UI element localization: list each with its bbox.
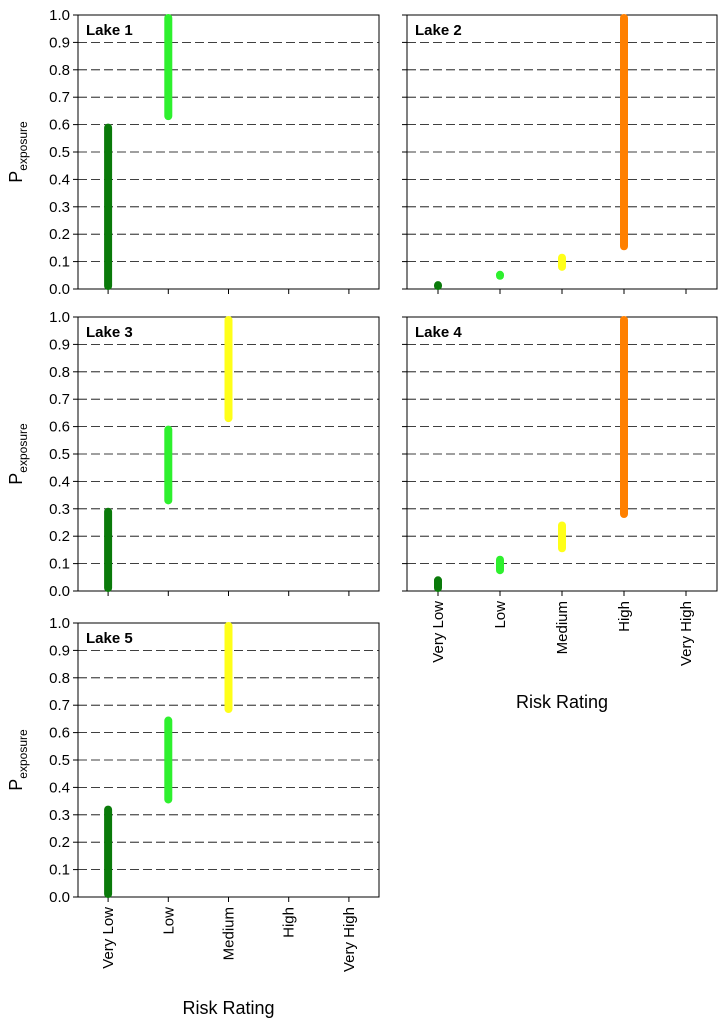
y-axis-title-main: P <box>6 473 26 485</box>
y-axis-title-sub: exposure <box>16 729 30 779</box>
y-tick-label: 0.8 <box>49 670 70 687</box>
y-axis-title-sub: exposure <box>16 121 30 171</box>
y-tick-label: 0.6 <box>49 725 70 742</box>
y-tick-label: 0.2 <box>49 226 70 243</box>
panel-title: Lake 1 <box>86 22 133 39</box>
x-axis-title: Risk Rating <box>182 998 274 1018</box>
x-category-label: Medium <box>221 907 238 960</box>
x-category-label: Low <box>492 601 509 629</box>
y-axis-title-main: P <box>6 779 26 791</box>
y-tick-label: 0.3 <box>49 199 70 216</box>
y-tick-label: 0.0 <box>49 583 70 600</box>
panel-title: Lake 4 <box>415 324 462 341</box>
y-tick-label: 0.1 <box>49 556 70 573</box>
x-category-label: Very Low <box>430 601 447 663</box>
y-tick-label: 0.9 <box>49 336 70 353</box>
y-tick-label: 0.9 <box>49 642 70 659</box>
y-tick-label: 0.1 <box>49 254 70 271</box>
y-tick-label: 0.5 <box>49 446 70 463</box>
y-tick-label: 0.5 <box>49 752 70 769</box>
y-tick-label: 0.6 <box>49 419 70 436</box>
y-tick-label: 0.1 <box>49 862 70 879</box>
x-category-label: High <box>281 907 298 938</box>
x-category-label: High <box>616 601 633 632</box>
panel-1: 0.0 0.1 0.2 0.3 0.4 0.5 0.6 0.7 0.8 0.9 1.0 Lake 1 P… <box>6 7 380 298</box>
y-axis-title-sub: exposure <box>16 423 30 473</box>
panel-2: Lake 2 <box>402 14 718 294</box>
y-tick-label: 0.6 <box>49 117 70 134</box>
y-tick-label: 0.4 <box>49 171 70 188</box>
x-category-label: Very High <box>341 907 358 972</box>
panel-3: 0.0 0.1 0.2 0.3 0.4 0.5 0.6 0.7 0.8 0.9 1.0 Lake 3 P… <box>6 309 380 600</box>
y-tick-label: 1.0 <box>49 7 70 24</box>
y-tick-label: 1.0 <box>49 615 70 632</box>
y-tick-label: 1.0 <box>49 309 70 326</box>
y-axis-title: Pexposure <box>6 423 30 485</box>
panel-title: Lake 3 <box>86 324 133 341</box>
y-tick-label: 0.8 <box>49 364 70 381</box>
panel-4: Very Low Low Medium High Very High Lake 4 Risk… <box>402 316 718 712</box>
y-tick-label: 0.7 <box>49 391 70 408</box>
y-tick-label: 0.7 <box>49 89 70 106</box>
y-tick-label: 0.4 <box>49 473 70 490</box>
y-tick-label: 0.2 <box>49 528 70 545</box>
x-category-label: Very High <box>678 601 695 666</box>
y-tick-label: 0.4 <box>49 779 70 796</box>
y-axis-title-main: P <box>6 171 26 183</box>
x-category-label: Medium <box>554 601 571 654</box>
y-tick-label: 0.3 <box>49 501 70 518</box>
y-tick-label: 0.8 <box>49 62 70 79</box>
panel-title: Lake 5 <box>86 630 133 647</box>
x-axis-title: Risk Rating <box>516 692 608 712</box>
y-axis-title: Pexposure <box>6 121 30 183</box>
y-axis-title: Pexposure <box>6 729 30 791</box>
x-category-label: Low <box>160 907 177 935</box>
y-tick-label: 0.0 <box>49 889 70 906</box>
y-tick-label: 0.2 <box>49 834 70 851</box>
y-tick-label: 0.3 <box>49 807 70 824</box>
panel-5: 0.0 0.1 0.2 0.3 0.4 0.5 0.6 0.7 0.8 0.9 1.0 Very Lo… <box>6 615 380 1018</box>
x-category-label: Very Low <box>100 907 117 969</box>
y-tick-label: 0.7 <box>49 697 70 714</box>
y-tick-label: 0.9 <box>49 34 70 51</box>
y-tick-label: 0.0 <box>49 281 70 298</box>
panel-title: Lake 2 <box>415 22 462 39</box>
y-tick-label: 0.5 <box>49 144 70 161</box>
